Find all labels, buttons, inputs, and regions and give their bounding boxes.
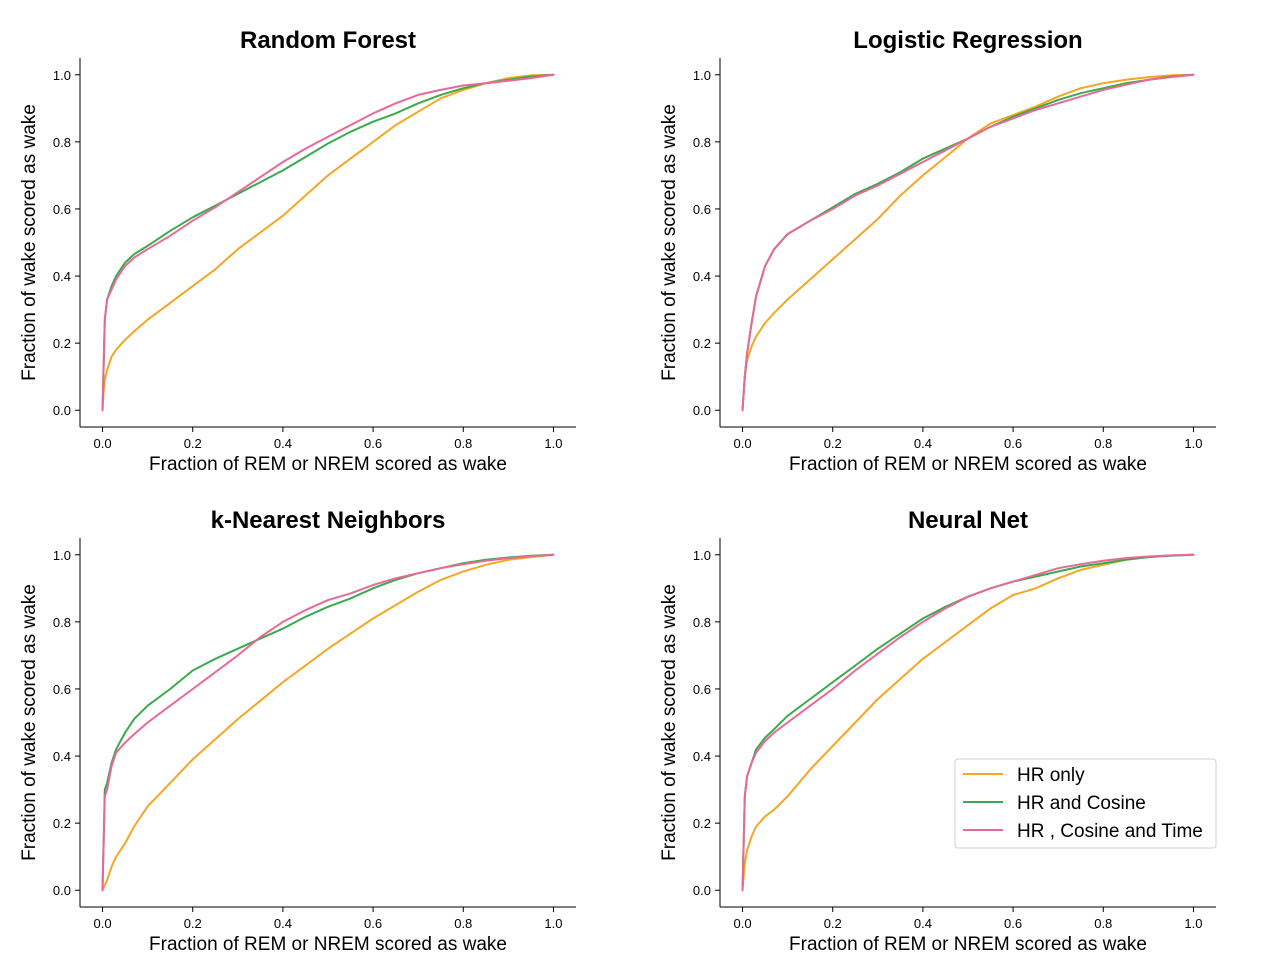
y-tick-label: 1.0	[53, 548, 71, 563]
y-axis-label: Fraction of wake scored as wake	[659, 584, 680, 861]
panel-title: Neural Net	[908, 507, 1028, 534]
y-tick-label: 0.6	[693, 202, 711, 217]
x-tick-label: 0.2	[824, 436, 842, 451]
x-tick-label: 1.0	[1184, 436, 1202, 451]
x-tick-label: 0.8	[454, 436, 472, 451]
x-tick-label: 0.0	[734, 436, 752, 451]
panel-title: k-Nearest Neighbors	[211, 507, 446, 534]
legend-label: HR and Cosine	[1017, 793, 1146, 814]
x-axis-label: Fraction of REM or NREM scored as wake	[789, 454, 1147, 475]
legend-box	[954, 758, 1217, 849]
x-tick-label: 1.0	[544, 436, 562, 451]
x-tick-label: 0.2	[184, 916, 202, 931]
y-tick-label: 0.0	[693, 883, 711, 898]
x-axis-label: Fraction of REM or NREM scored as wake	[149, 454, 507, 475]
y-axis-label: Fraction of wake scored as wake	[19, 104, 40, 381]
x-tick-label: 0.0	[94, 436, 112, 451]
x-tick-label: 0.4	[914, 916, 932, 931]
x-tick-label: 0.4	[274, 916, 292, 931]
y-tick-label: 1.0	[693, 548, 711, 563]
x-axis-label: Fraction of REM or NREM scored as wake	[149, 934, 507, 955]
y-tick-label: 0.2	[693, 816, 711, 831]
series-line-hr-cosine-and-time	[101, 553, 555, 892]
y-tick-label: 0.6	[53, 202, 71, 217]
y-tick-label: 0.8	[53, 135, 71, 150]
y-tick-label: 0.4	[53, 269, 71, 284]
series-line-hr-only	[101, 73, 555, 412]
series-line-hr-cosine-and-time	[101, 73, 555, 412]
y-tick-label: 0.2	[693, 336, 711, 351]
panel-neural-net: Neural Net 0.0 0.2 0.4 0.6 0.8 1.0 0.0 0.2 0.4 0.6…	[659, 507, 1217, 955]
series-line-hr-only	[741, 73, 1195, 412]
y-tick-label: 0.0	[693, 403, 711, 418]
y-tick-label: 1.0	[693, 68, 711, 83]
y-tick-label: 0.0	[53, 883, 71, 898]
panel-random-forest: Random Forest 0.0 0.2 0.4 0.6 0.8 1.0 0.0 0.2 0.4…	[19, 27, 576, 475]
legend: HR only HR and Cosine HR , Cosine and Time	[954, 758, 1217, 849]
x-tick-label: 0.8	[1094, 916, 1112, 931]
panel-logistic-regression: Logistic Regression 0.0 0.2 0.4 0.6 0.8 1.0 0.0…	[659, 27, 1216, 475]
y-axis-label: Fraction of wake scored as wake	[19, 584, 40, 861]
x-tick-label: 0.6	[364, 916, 382, 931]
panel-title: Random Forest	[240, 27, 416, 54]
x-tick-label: 0.8	[454, 916, 472, 931]
panel-title: Logistic Regression	[853, 27, 1082, 54]
y-tick-label: 0.4	[693, 749, 711, 764]
x-tick-label: 0.6	[1004, 916, 1022, 931]
series-line-hr-and-cosine	[741, 73, 1195, 412]
x-tick-label: 1.0	[1184, 916, 1202, 931]
panel-k-nearest-neighbors: k-Nearest Neighbors 0.0 0.2 0.4 0.6 0.8 1.0 0.0…	[19, 507, 576, 955]
x-tick-label: 0.4	[914, 436, 932, 451]
series-line-hr-cosine-and-time	[741, 553, 1195, 892]
x-tick-label: 0.0	[734, 916, 752, 931]
y-axis-label: Fraction of wake scored as wake	[659, 104, 680, 381]
y-tick-label: 0.8	[53, 615, 71, 630]
x-tick-label: 0.6	[364, 436, 382, 451]
y-tick-label: 0.0	[53, 403, 71, 418]
legend-label: HR , Cosine and Time	[1017, 821, 1203, 842]
y-tick-label: 0.6	[53, 682, 71, 697]
series-line-hr-cosine-and-time	[741, 73, 1195, 412]
x-tick-label: 0.6	[1004, 436, 1022, 451]
x-tick-label: 0.0	[94, 916, 112, 931]
series-line-hr-and-cosine	[741, 553, 1195, 892]
y-tick-label: 0.2	[53, 816, 71, 831]
x-tick-label: 0.2	[824, 916, 842, 931]
x-tick-label: 0.4	[274, 436, 292, 451]
series-line-hr-and-cosine	[101, 73, 555, 412]
series-line-hr-and-cosine	[101, 553, 555, 892]
y-tick-label: 0.8	[693, 615, 711, 630]
y-tick-label: 1.0	[53, 68, 71, 83]
x-tick-label: 0.2	[184, 436, 202, 451]
y-tick-label: 0.4	[693, 269, 711, 284]
y-tick-label: 0.6	[693, 682, 711, 697]
y-tick-label: 0.8	[693, 135, 711, 150]
y-tick-label: 0.4	[53, 749, 71, 764]
legend-label: HR only	[1017, 765, 1085, 786]
x-tick-label: 1.0	[544, 916, 562, 931]
series-line-hr-only	[101, 553, 555, 892]
y-tick-label: 0.2	[53, 336, 71, 351]
series-line-hr-only	[741, 553, 1195, 892]
x-tick-label: 0.8	[1094, 436, 1112, 451]
x-axis-label: Fraction of REM or NREM scored as wake	[789, 934, 1147, 955]
